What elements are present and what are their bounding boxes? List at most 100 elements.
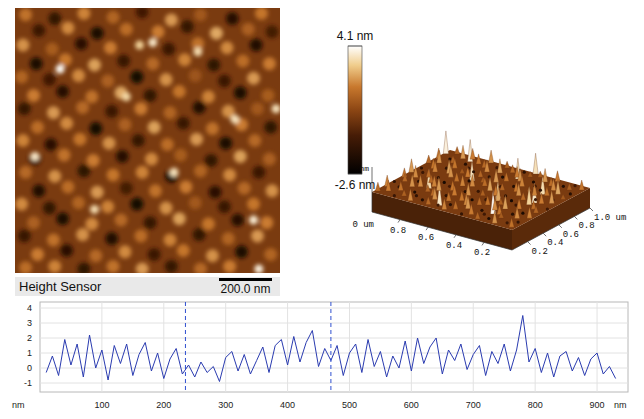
grain [75,37,88,50]
grain [222,232,235,245]
surface-spike [527,186,532,205]
grid-line [411,302,412,392]
tick-label: 3 [27,318,32,328]
grain [218,74,231,87]
surface-pit [393,180,396,183]
surface-spike [410,174,415,187]
grain [266,25,279,38]
surface-spike [498,198,503,205]
grain [194,164,207,177]
surface-spike [446,192,451,201]
color-bar-label: -2.6 nm [335,178,376,192]
surface-spike [460,168,465,173]
grain [177,244,190,257]
surface-spike [465,166,470,177]
surface-pit [562,185,565,188]
grain [18,229,31,242]
grain [135,41,144,50]
tick-label: 0.4 [547,238,563,248]
grain [107,168,120,181]
grain [148,38,157,47]
grain [263,153,276,166]
surface-spike [426,197,431,205]
surface-pit [448,157,451,160]
grain [77,263,90,273]
surface-pit [472,170,475,173]
surface-pit [470,198,473,201]
surface-spike [413,165,418,177]
grain [264,121,277,134]
tick [528,242,531,245]
grain [27,89,40,102]
surface-pit [464,163,467,166]
grain [164,106,177,119]
surface-spike [497,159,502,173]
grain [193,47,202,56]
grain [207,58,220,71]
grain [43,73,56,86]
grain [223,260,236,273]
grid-line [40,323,628,324]
grain [31,121,44,134]
grain [130,198,143,211]
grain [62,21,75,34]
surface-spike [527,207,532,218]
grain [234,86,247,99]
grain [116,150,129,163]
grain [193,228,206,241]
surface-pit [437,176,440,179]
grid-line [287,302,288,392]
surface-spike [492,198,497,210]
grain [16,134,29,147]
tick [482,242,484,245]
grain [48,170,61,183]
tick-label: 500 [342,400,357,410]
surface-pit [532,180,535,183]
grain [118,118,131,131]
z-axis-label: nm [359,164,369,173]
tick-label: 0.8 [390,226,406,236]
grain [144,216,157,229]
grain [219,137,232,150]
grain [236,55,249,68]
tick-label: 0.6 [563,230,579,240]
surface-spike [555,180,560,195]
grain [107,11,120,24]
grain [193,101,206,114]
surface-pit [483,213,486,216]
surface-spike [418,175,423,187]
surface-spike [426,169,431,178]
surface-spike [459,191,464,201]
map-ground [15,8,280,273]
surface-spike [567,183,572,190]
grain [101,74,114,87]
grain [56,212,69,225]
grain [160,202,173,215]
grain [77,164,90,177]
grain [47,106,60,119]
grain [190,133,203,146]
tick [590,208,593,211]
cursor-line [185,302,186,392]
surface-pit [415,194,418,197]
grain [218,200,231,213]
grain [209,186,222,199]
surface-spike [452,158,457,168]
surface-spike [510,165,515,173]
tick-label: 0 [27,363,32,373]
grain [89,249,102,262]
grain [210,27,223,40]
surface-pit [517,220,520,223]
grain [263,57,276,70]
surface-spike [484,160,489,172]
surface-spike [549,190,554,204]
grain [72,196,85,209]
grid-line [225,302,226,392]
surface-pit [448,185,451,188]
surface-spike [538,171,543,177]
grain [132,134,145,147]
surface-spike [455,147,460,154]
grain [173,212,186,225]
surface-pit [413,190,416,193]
grain [16,39,29,52]
